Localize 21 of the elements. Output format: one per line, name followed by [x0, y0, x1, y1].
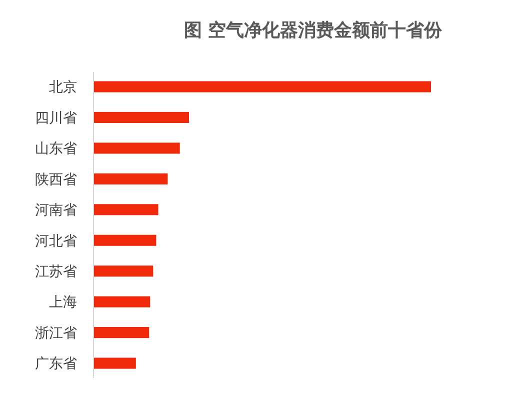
bar: [93, 112, 189, 123]
bar: [93, 173, 168, 184]
y-tick-label: 浙江省: [35, 325, 77, 342]
y-tick-label: 北京: [49, 80, 77, 96]
bar: [93, 327, 150, 338]
y-tick-label: 河南省: [35, 202, 77, 219]
bar: [93, 234, 156, 246]
y-tick-label: 广东省: [35, 356, 77, 372]
bar: [93, 296, 150, 308]
bar: [93, 142, 180, 154]
y-tick-label: 江苏省: [35, 264, 77, 280]
bar: [93, 81, 431, 92]
bar: [93, 266, 154, 277]
bar: [93, 204, 158, 216]
chart-title: 图 空气净化器消费金额前十省份: [184, 20, 444, 41]
y-tick-label: 陕西省: [35, 172, 77, 188]
y-tick-label: 河北省: [35, 233, 77, 250]
y-tick-label: 山东省: [35, 141, 77, 158]
y-tick-label: 四川省: [35, 110, 77, 126]
bar: [93, 358, 136, 369]
y-tick-label: 上海: [49, 294, 77, 311]
